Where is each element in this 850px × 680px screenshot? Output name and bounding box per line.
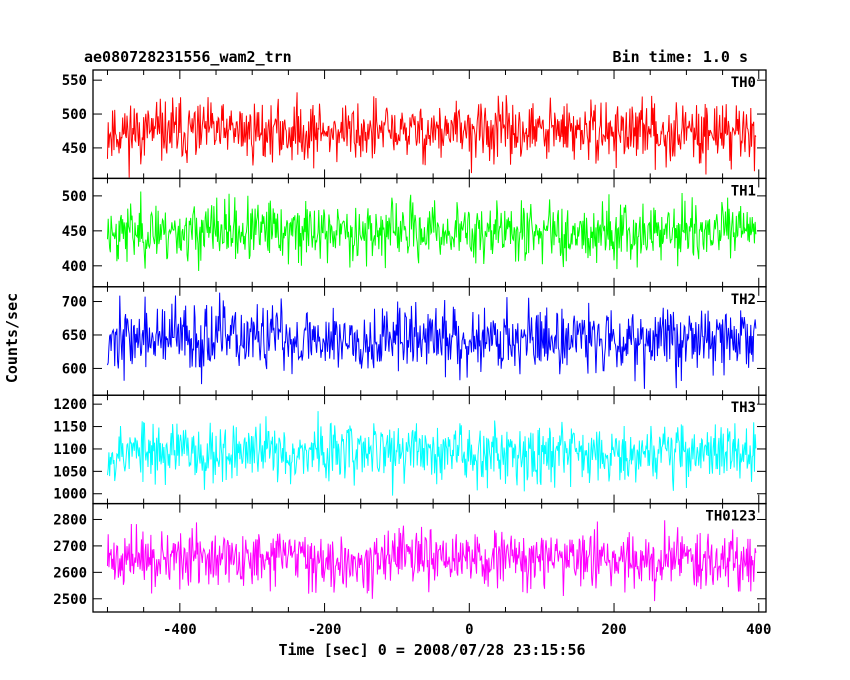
bin-time-label: Bin time: 1.0 s (613, 48, 748, 66)
series-line-th0 (106, 92, 757, 178)
chart-title: ae080728231556_wam2_trn (84, 48, 292, 66)
panel-th1: 400 450 500 TH1 (62, 177, 767, 288)
y-tick-label: 1050 (53, 464, 87, 480)
x-tick-label: 400 (746, 622, 771, 638)
y-tick-label: 450 (62, 141, 87, 157)
y-tick-label: 500 (62, 189, 87, 205)
y-tick-label: 400 (62, 259, 87, 275)
series-line-th1 (106, 191, 757, 271)
panel-label-th1: TH1 (731, 183, 756, 199)
panel-label-th0123: TH0123 (705, 509, 756, 525)
x-tick-label: 0 (465, 622, 473, 638)
x-tick-label: 200 (601, 622, 626, 638)
panel-label-th0: TH0 (731, 75, 756, 91)
panel-th3: 1000 1050 1100 1150 1200 TH3 (53, 394, 767, 505)
panel-label-th3: TH3 (731, 400, 756, 416)
series-line-th2 (106, 292, 757, 389)
series-line-th3 (106, 411, 757, 496)
panel-label-th2: TH2 (731, 292, 756, 308)
panel-th0: 450 500 550 TH0 (62, 69, 767, 180)
y-tick-label: 1000 (53, 487, 87, 503)
y-tick-label: 1100 (53, 442, 87, 458)
x-axis-label: Time [sec] 0 = 2008/07/28 23:15:56 (278, 641, 585, 659)
y-tick-label: 700 (62, 295, 87, 311)
panel-frame (92, 502, 767, 613)
y-tick-label: 1200 (53, 397, 87, 413)
y-tick-label: 2500 (53, 592, 87, 608)
panels-group: 450 500 550 TH0 400 450 500 TH1 600 650 700 TH2 1000… (53, 69, 767, 613)
y-tick-label: 2700 (53, 539, 87, 555)
x-tick-label: -200 (308, 622, 342, 638)
y-tick-label: 600 (62, 361, 87, 377)
series-line-th0123 (106, 520, 757, 602)
y-tick-label: 2800 (53, 512, 87, 528)
y-tick-label: 1150 (53, 420, 87, 436)
x-axis: -400 -200 0 200 400 (163, 622, 771, 638)
y-tick-label: 450 (62, 224, 87, 240)
y-tick-label: 650 (62, 328, 87, 344)
y-axis-label: Counts/sec (3, 293, 21, 383)
y-tick-label: 500 (62, 107, 87, 123)
panel-th2: 600 650 700 TH2 (62, 286, 767, 396)
y-tick-label: 550 (62, 73, 87, 89)
panel-th0123: 2500 2600 2700 2800 TH0123 (53, 502, 767, 613)
x-tick-label: -400 (163, 622, 197, 638)
y-tick-label: 2600 (53, 565, 87, 581)
